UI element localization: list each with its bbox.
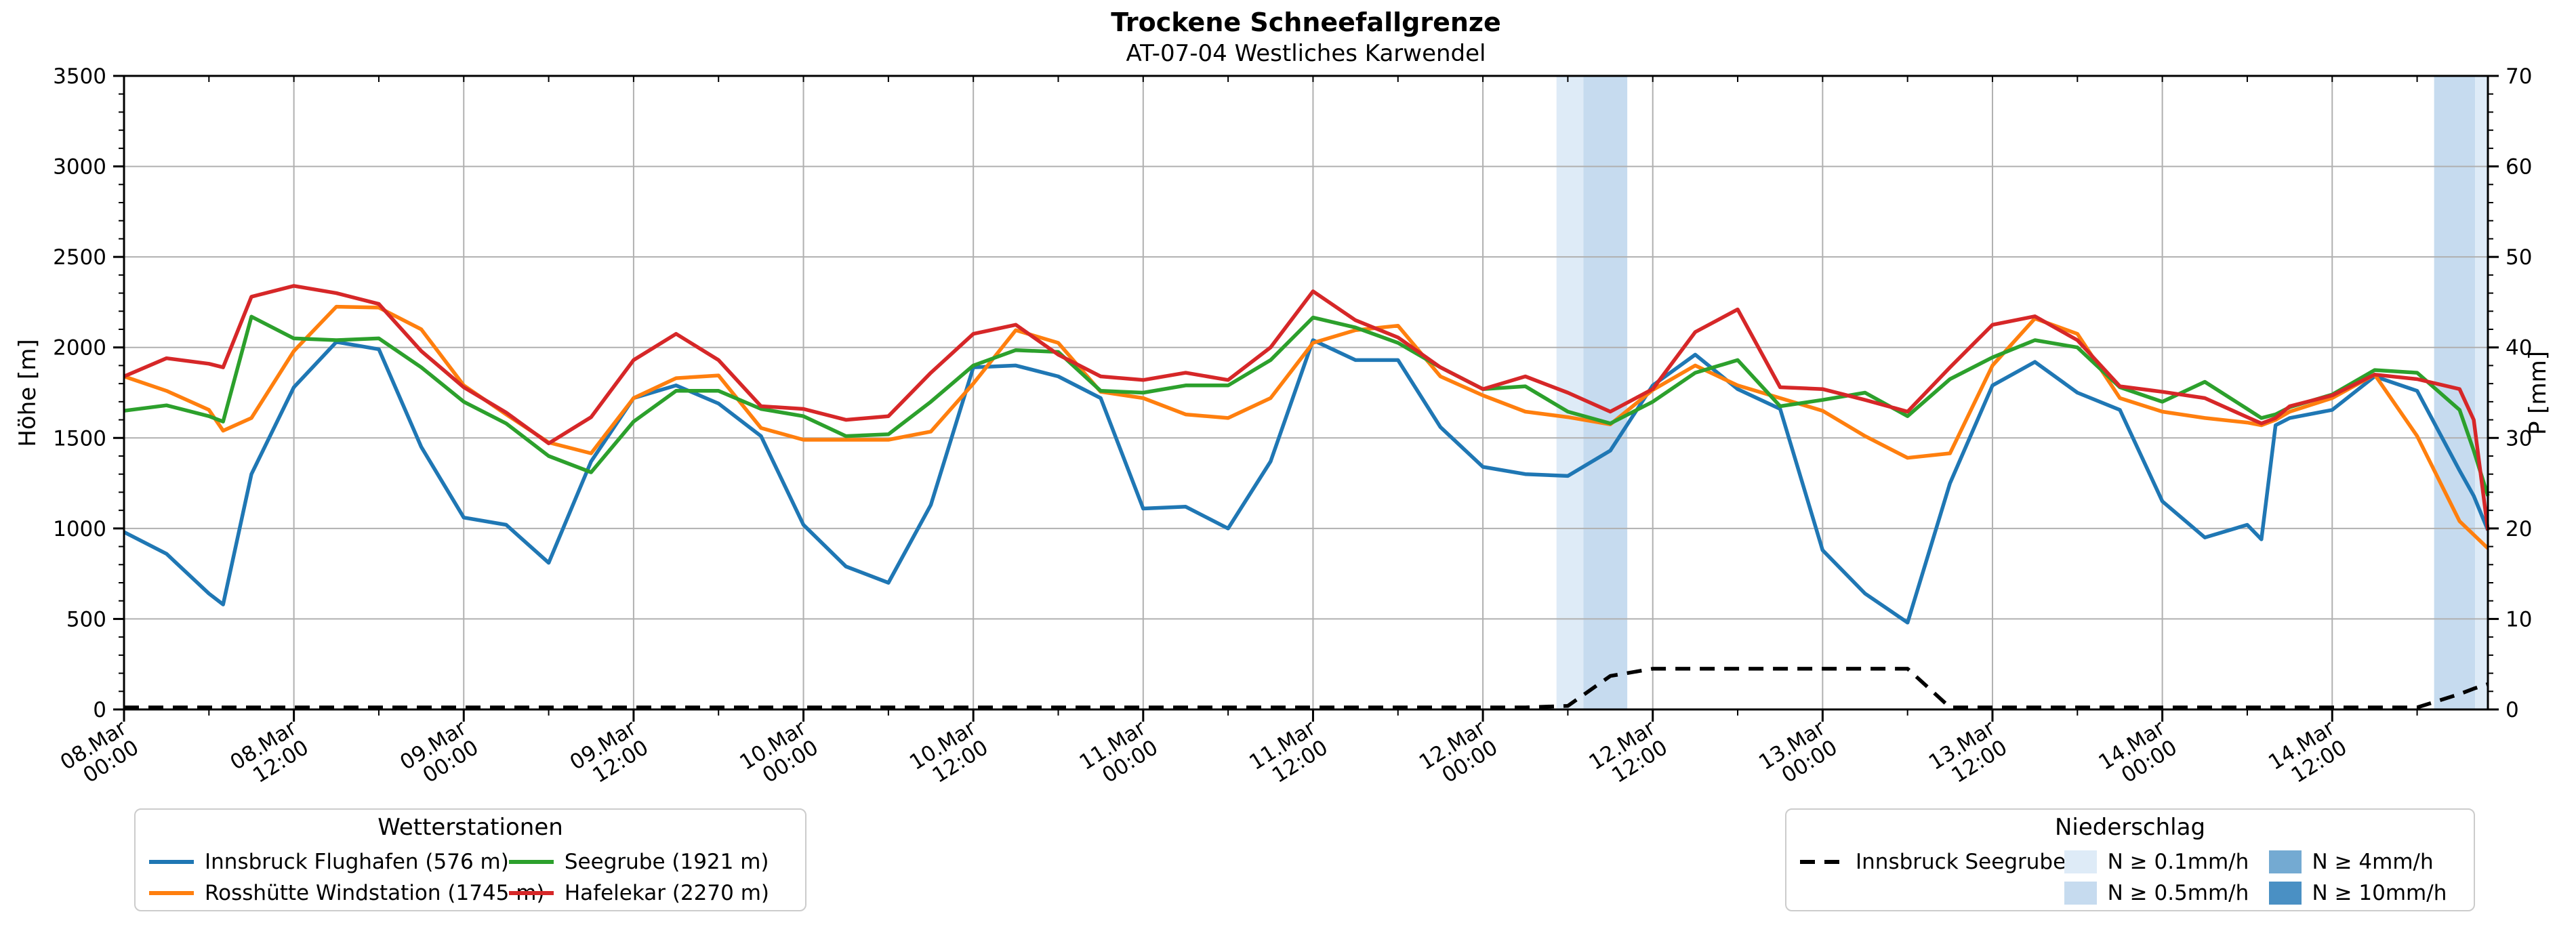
- y-tick-label-right: 10: [2506, 607, 2532, 632]
- series-layer: [123, 284, 2490, 709]
- legend-precip-items: Innsbruck Seegrube N ≥ 0.1mm/h N ≥ 0.5mm…: [1800, 846, 2460, 909]
- x-tick-label: 09.Mar00:00: [396, 716, 483, 795]
- y-tick-label-left: 2500: [53, 245, 106, 270]
- legend-item-n4: N ≥ 4mm/h: [2268, 850, 2460, 874]
- legend-label: N ≥ 4mm/h: [2312, 850, 2434, 874]
- line-sample-blue: [149, 860, 194, 864]
- y-tick-label-left: 1000: [53, 517, 106, 541]
- precip-swatch-4: [2268, 850, 2302, 873]
- legend-precipitation: Niederschlag Innsbruck Seegrube N ≥ 0.1m…: [1785, 808, 2475, 911]
- legend-item-n05: N ≥ 0.5mm/h: [2064, 881, 2269, 905]
- y-axis-label-right: P [mm]: [2524, 351, 2552, 435]
- precip-band-layer: [1556, 76, 2488, 709]
- legend-item-hafelekar: Hafelekar (2270 m): [508, 881, 792, 905]
- precip-swatch-10: [2268, 882, 2302, 905]
- page-subtitle: AT-07-04 Westliches Karwendel: [1126, 39, 1486, 67]
- tick-layer: [113, 75, 2499, 722]
- legend-item-n10: N ≥ 10mm/h: [2268, 881, 2460, 905]
- y-tick-label-left: 500: [66, 607, 106, 632]
- x-tick-label: 11.Mar12:00: [1245, 716, 1332, 795]
- chart-header: Trockene Schneefallgrenze AT-07-04 Westl…: [124, 7, 2488, 68]
- y-tick-label-right: 20: [2506, 517, 2532, 541]
- x-tick-label: 12.Mar12:00: [1585, 716, 1672, 795]
- x-tick-label: 10.Mar00:00: [735, 716, 823, 795]
- legend-stations-title: Wetterstationen: [377, 814, 563, 841]
- legend-precip-title: Niederschlag: [2054, 814, 2206, 841]
- series-dashed: [124, 667, 2489, 709]
- legend-item-n01: N ≥ 0.1mm/h: [2064, 850, 2269, 874]
- y-tick-label-right: 0: [2506, 698, 2519, 722]
- series-line: [123, 338, 2490, 625]
- legend-label: N ≥ 0.5mm/h: [2107, 881, 2249, 905]
- x-tick-label: 14.Mar00:00: [2094, 716, 2182, 795]
- y-tick-label-left: 3000: [53, 155, 106, 180]
- precip-swatch-01: [2064, 850, 2097, 873]
- legend-weather-stations: Wetterstationen Innsbruck Flughafen (576…: [134, 808, 806, 911]
- legend-stations-items: Innsbruck Flughafen (576 m) Rosshütte Wi…: [149, 846, 792, 909]
- y-tick-label-right: 30: [2506, 426, 2532, 451]
- legend-label: Seegrube (1921 m): [564, 850, 769, 874]
- x-tick-label: 13.Mar00:00: [1755, 716, 1842, 795]
- line-sample-red: [508, 891, 554, 895]
- legend-label: N ≥ 10mm/h: [2312, 881, 2447, 905]
- legend-label: Innsbruck Flughafen (576 m): [205, 850, 509, 874]
- page-title: Trockene Schneefallgrenze: [1111, 7, 1501, 37]
- legend-label: Rosshütte Windstation (1745 m): [205, 881, 545, 905]
- y-tick-label-right: 40: [2506, 336, 2532, 360]
- precip-band: [1583, 76, 1628, 709]
- x-tick-label: 08.Mar00:00: [56, 716, 144, 795]
- tick-label-layer: 0 500 1000 1500 2000 2500 3000 3500 0 10 20 30 40 50 6…: [53, 64, 2532, 795]
- x-tick-label: 10.Mar12:00: [905, 716, 993, 795]
- dashed-line-sample: [1800, 860, 1845, 864]
- y-tick-label-left: 2000: [53, 336, 106, 360]
- precip-swatch-05: [2064, 882, 2097, 905]
- legend-item-innsbruck-seegrube: Innsbruck Seegrube: [1800, 850, 2066, 874]
- y-tick-label-left: 3500: [53, 64, 106, 89]
- legend-item-rosshuette-windstation: Rosshütte Windstation (1745 m): [149, 881, 545, 905]
- y-tick-label-left: 0: [93, 698, 106, 722]
- y-tick-label-right: 70: [2506, 64, 2532, 89]
- y-tick-label-left: 1500: [53, 426, 106, 451]
- legend-item-innsbruck-flughafen: Innsbruck Flughafen (576 m): [149, 850, 509, 874]
- y-tick-label-right: 60: [2506, 155, 2532, 180]
- x-tick-label: 14.Mar12:00: [2264, 716, 2352, 795]
- y-tick-label-right: 50: [2506, 245, 2532, 270]
- line-sample-green: [508, 860, 554, 864]
- x-tick-label: 11.Mar00:00: [1076, 716, 1163, 795]
- x-tick-label: 09.Mar12:00: [566, 716, 653, 795]
- series-line: [123, 284, 2490, 531]
- series-line: [123, 314, 2490, 497]
- legend-label: N ≥ 0.1mm/h: [2107, 850, 2249, 874]
- legend-label: Hafelekar (2270 m): [564, 881, 769, 905]
- plot-frame: [123, 75, 2489, 711]
- x-tick-label: 12.Mar00:00: [1415, 716, 1502, 795]
- legend-label: Innsbruck Seegrube: [1856, 850, 2066, 874]
- x-tick-label: 13.Mar12:00: [1925, 716, 2012, 795]
- x-tick-label: 08.Mar12:00: [226, 716, 313, 795]
- line-sample-orange: [149, 891, 194, 895]
- precip-band: [2475, 76, 2488, 709]
- legend-item-seegrube: Seegrube (1921 m): [508, 850, 792, 874]
- series-line: [123, 304, 2489, 550]
- y-axis-label-left: Höhe [m]: [14, 339, 41, 447]
